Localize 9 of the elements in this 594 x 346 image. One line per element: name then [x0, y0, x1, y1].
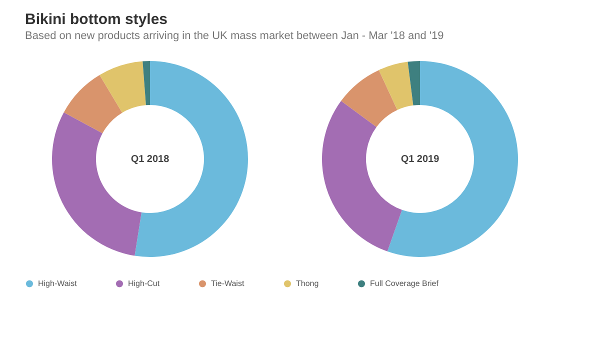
slice-label: Q1 2019: [400, 154, 440, 165]
legend-label: Tie-Waist: [211, 278, 245, 288]
chart-subtitle: Based on new products arriving in the UK mass market between Jan - Mar '18 and '19: [25, 30, 444, 42]
legend-label: High-Waist: [38, 278, 78, 288]
legend-label: High-Cut: [128, 278, 160, 288]
legend-label: Full Coverage Brief: [370, 278, 440, 288]
legend-label: Thong: [296, 278, 319, 288]
chart-title: Bikini bottom styles: [25, 11, 168, 28]
slice-label: Q1 2018: [130, 154, 170, 165]
